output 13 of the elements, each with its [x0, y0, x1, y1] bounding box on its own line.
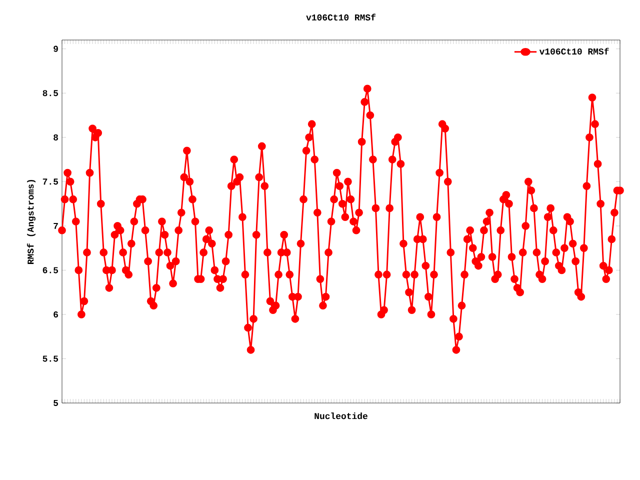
x-axis-title: Nucleotide [314, 412, 368, 420]
y-tick-label: 6.5 [42, 267, 58, 274]
y-tick-label: 7.5 [42, 178, 58, 185]
y-tick-label: 6 [54, 311, 58, 318]
chart-title: v106Ct10 RMSf [306, 14, 376, 21]
y-tick-label: 5.5 [42, 356, 58, 362]
y-tick-label: 5 [54, 400, 58, 406]
y-tick-label: 8.5 [42, 90, 58, 96]
y-axis-title: RMSf (Angstroms) [26, 180, 36, 264]
y-tick-label: 8 [54, 134, 58, 140]
y-tick-label: 9 [54, 46, 58, 52]
y-tick-label: 7 [54, 222, 58, 229]
legend-label: v106Ct10 RMSf [539, 48, 609, 55]
